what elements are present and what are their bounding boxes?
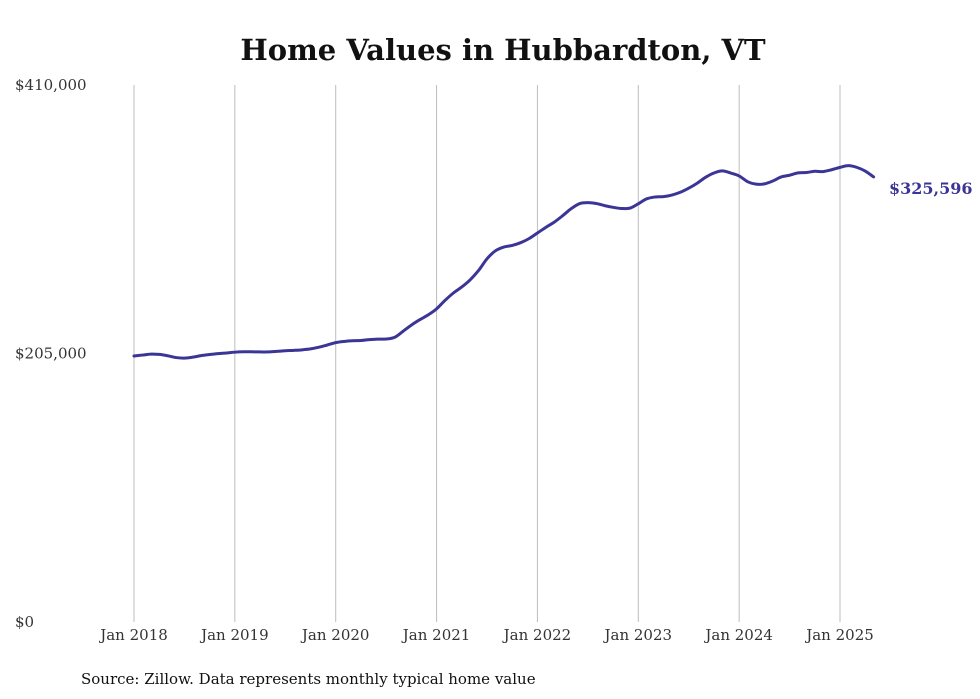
x-tick-label: Jan 2019 — [199, 626, 269, 644]
series-line-0 — [132, 164, 876, 360]
x-tick-label: Jan 2024 — [703, 626, 773, 644]
x-tick-label: Jan 2021 — [401, 626, 471, 644]
y-axis-ticks: $0 $205,000 $410,000 — [15, 76, 87, 631]
chart-title: Home Values in Hubbardton, VT — [240, 33, 766, 67]
x-tick-label: Jan 2022 — [502, 626, 572, 644]
x-tick-label: Jan 2018 — [98, 626, 168, 644]
x-tick-label: Jan 2020 — [300, 626, 370, 644]
source-note: Source: Zillow. Data represents monthly … — [81, 670, 536, 688]
y-tick-label: $0 — [15, 613, 34, 631]
y-tick-label: $205,000 — [15, 345, 87, 363]
x-tick-label: Jan 2025 — [804, 626, 874, 644]
series-layer — [132, 164, 876, 360]
end-value-label: $325,596 — [889, 179, 973, 198]
x-tick-label: Jan 2023 — [603, 626, 673, 644]
y-tick-label: $410,000 — [15, 76, 87, 94]
grid-lines — [133, 85, 841, 622]
x-axis-ticks: Jan 2018 Jan 2019 Jan 2020 Jan 2021 Jan 2022… — [98, 626, 874, 644]
